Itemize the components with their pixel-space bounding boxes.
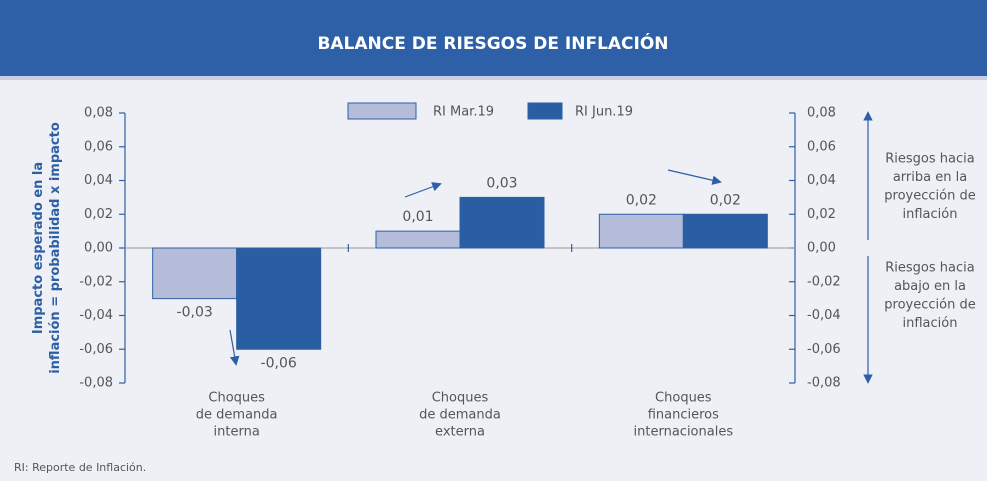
value-label: -0,06 — [261, 355, 297, 371]
y-tick-label: 0,02 — [84, 207, 113, 222]
y2-tick-label: 0,00 — [807, 241, 836, 256]
annotation: arriba en la — [893, 170, 967, 185]
annotation: Riesgos hacia — [885, 152, 974, 167]
x-tick-label: de demanda — [419, 408, 501, 423]
bar — [598, 213, 684, 249]
y-tick-label: -0,04 — [79, 308, 113, 323]
header — [0, 0, 987, 76]
y2-tick-label: 0,08 — [807, 106, 836, 121]
bar — [459, 196, 545, 249]
y-tick-label: -0,02 — [79, 274, 113, 289]
y-tick-label: -0,08 — [79, 376, 113, 391]
y2-tick-label: 0,06 — [807, 139, 836, 154]
x-tick-label: Choques — [432, 391, 489, 406]
x-tick-label: de demanda — [196, 408, 278, 423]
arrow — [404, 182, 442, 198]
value-label: -0,03 — [177, 305, 213, 321]
legend-label: RI Jun.19 — [575, 105, 633, 120]
x-tick-label: internacionales — [634, 425, 734, 440]
annotation: abajo en la — [894, 279, 966, 294]
bar — [236, 247, 322, 350]
value-label: 0,01 — [402, 209, 433, 225]
y-axis-label: Impacto esperado en la inflación = probab… — [31, 122, 63, 374]
bar — [152, 247, 238, 300]
annotation: inflación — [903, 207, 958, 222]
x-tick-label: externa — [435, 425, 485, 440]
header-rule — [0, 76, 987, 80]
legend-swatch — [347, 102, 417, 120]
x-tick-label: financieros — [648, 408, 719, 423]
y-axis-label-line: inflación = probabilidad x impacto — [48, 122, 63, 374]
value-label: 0,02 — [626, 192, 657, 208]
y-axis-label-line: Impacto esperado en la — [31, 162, 46, 334]
y2-tick-label: 0,04 — [807, 173, 836, 188]
y-tick-label: 0,06 — [84, 139, 113, 154]
bar — [682, 213, 768, 249]
annotation: proyección de — [884, 298, 975, 313]
note: RI: Reporte de Inflación. — [14, 461, 146, 474]
y2-tick-label: -0,08 — [807, 376, 841, 391]
y-tick-label: 0,04 — [84, 173, 113, 188]
chart-title: BALANCE DE RIESGOS DE INFLACIÓN — [317, 32, 668, 54]
value-label: 0,02 — [710, 192, 741, 208]
legend-swatch — [527, 102, 563, 120]
y2-tick-label: -0,02 — [807, 274, 841, 289]
y-tick-label: 0,08 — [84, 106, 113, 121]
bar — [375, 230, 461, 249]
x-tick-label: Choques — [655, 391, 712, 406]
y2-tick-label: -0,04 — [807, 308, 841, 323]
x-tick-label: Choques — [208, 391, 265, 406]
annotation: Riesgos hacia — [885, 261, 974, 276]
legend-label: RI Mar.19 — [433, 105, 494, 120]
y2-tick-label: 0,02 — [807, 207, 836, 222]
value-label: 0,03 — [486, 175, 517, 191]
y2-tick-label: -0,06 — [807, 342, 841, 357]
arrow — [229, 329, 240, 366]
arrow — [667, 169, 722, 185]
annotation: inflación — [903, 316, 958, 331]
annotation: proyección de — [884, 189, 975, 204]
y-tick-label: 0,00 — [84, 241, 113, 256]
y-tick-label: -0,06 — [79, 342, 113, 357]
x-tick-label: interna — [214, 425, 260, 440]
